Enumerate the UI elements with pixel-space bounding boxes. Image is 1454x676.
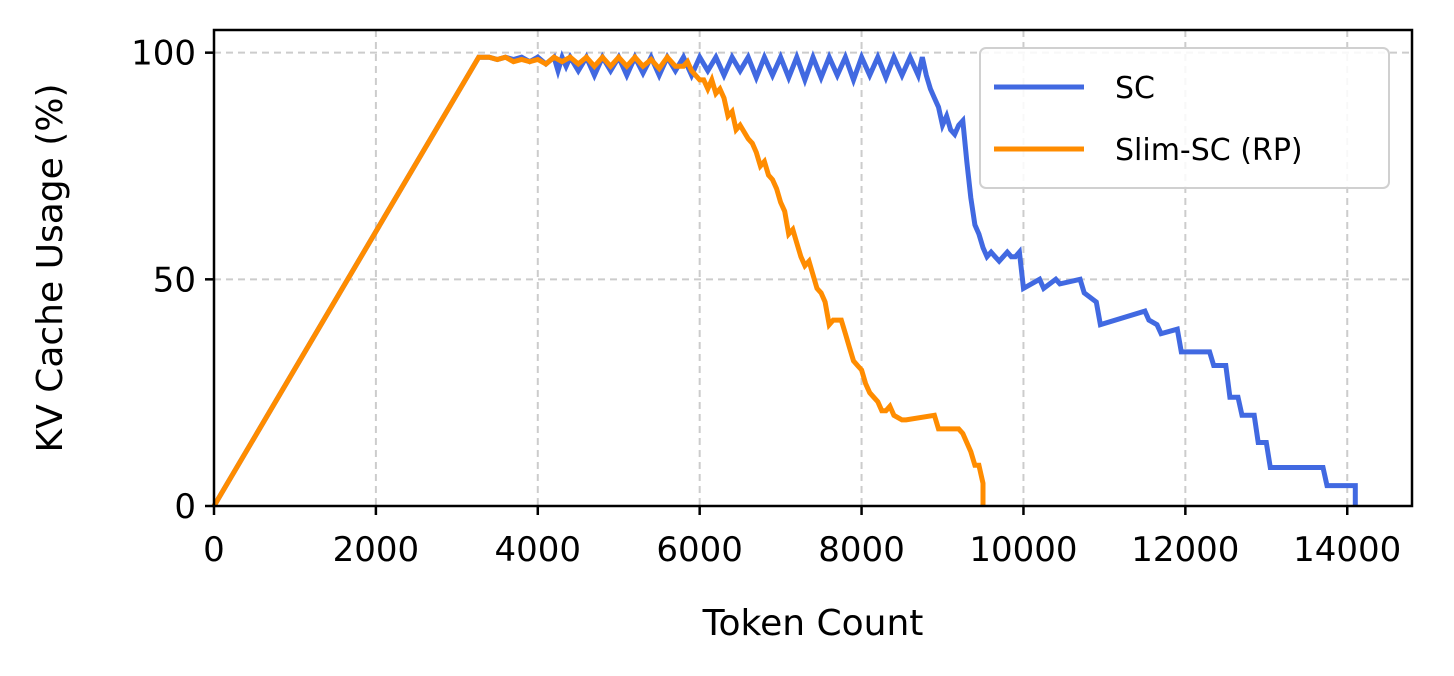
series-line-slim-sc-rp bbox=[211, 53, 986, 508]
y-axis-ticks: 0 50 100 bbox=[131, 34, 214, 527]
x-axis-label: Token Count bbox=[702, 603, 924, 644]
legend: SC Slim-SC (RP) bbox=[979, 47, 1390, 189]
y-tick-label: 0 bbox=[174, 487, 196, 527]
x-tick-label: 12000 bbox=[1131, 530, 1239, 570]
x-tick-label: 0 bbox=[203, 530, 225, 570]
x-tick-label: 4000 bbox=[495, 530, 582, 570]
series-lines bbox=[211, 49, 1358, 508]
legend-label-slim-sc: Slim-SC (RP) bbox=[1115, 133, 1303, 168]
y-tick-label: 100 bbox=[131, 34, 196, 74]
y-axis-label: KV Cache Usage (%) bbox=[30, 84, 71, 453]
x-tick-label: 10000 bbox=[969, 530, 1077, 570]
x-tick-label: 2000 bbox=[333, 530, 420, 570]
y-tick-label: 50 bbox=[153, 260, 196, 300]
x-tick-label: 8000 bbox=[818, 530, 905, 570]
legend-box bbox=[979, 47, 1390, 189]
x-tick-label: 14000 bbox=[1293, 530, 1401, 570]
x-axis-ticks: 0 2000 4000 6000 8000 10000 12000 14000 bbox=[203, 506, 1401, 570]
legend-label-sc: SC bbox=[1115, 71, 1155, 106]
plot-frame bbox=[212, 28, 1414, 508]
x-tick-label: 6000 bbox=[656, 530, 743, 570]
